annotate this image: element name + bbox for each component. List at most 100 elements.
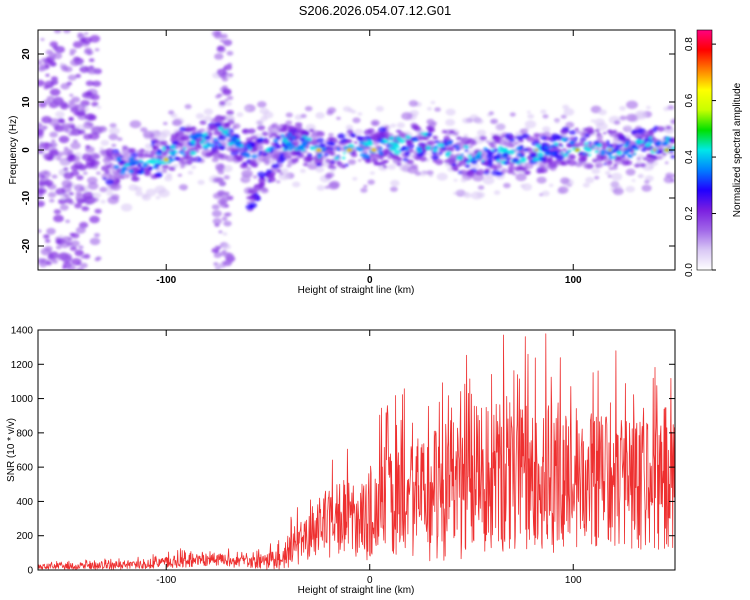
spectrogram-cell [232, 141, 236, 145]
spectrogram-cell [76, 267, 84, 270]
spectrogram-cell [91, 126, 103, 134]
spectrogram-cell [345, 139, 353, 144]
spectrogram-cell [49, 256, 57, 262]
spectrogram-cell [265, 172, 275, 179]
spectrogram-cell [69, 125, 76, 129]
spectrogram-cell [544, 146, 549, 149]
spectrogram-cell [610, 172, 623, 181]
spectrogram-cell [584, 133, 590, 138]
spectrogram-cell [100, 139, 110, 146]
spectrogram-cell [226, 195, 234, 201]
spectrogram-cell [563, 139, 567, 142]
spectrogram-cell [41, 57, 47, 62]
spectrogram-cell [408, 100, 419, 107]
spectrogram-cell [316, 163, 321, 167]
spectrogram-cell [235, 155, 243, 161]
spectrogram-cell [606, 142, 610, 145]
spectrogram-cell [626, 100, 638, 110]
spectrogram-cell [481, 161, 485, 164]
spectrogram-cell [459, 169, 467, 175]
spectrogram-cell [38, 59, 43, 66]
spectrogram-cell [218, 230, 223, 234]
spectrogram-cell [110, 194, 120, 200]
spectrogram-cell [503, 161, 509, 165]
spectrogram-cell [624, 125, 632, 131]
spectrogram-cell [221, 216, 228, 221]
spectrogram-cell [608, 155, 614, 160]
spectrogram-cell [600, 142, 608, 148]
spectrogram-cell [128, 157, 135, 162]
spectrogram-cell [66, 264, 76, 270]
spectrogram-cell [286, 164, 292, 168]
spectrogram-cell [245, 144, 251, 148]
spectrogram-cell [89, 237, 101, 246]
spectrogram-cell [201, 136, 205, 139]
spectrogram-cell [493, 167, 498, 170]
spectrogram-cell [555, 120, 560, 124]
spectrogram-cell [456, 145, 460, 148]
spectrogram-cell [633, 152, 637, 155]
spectrogram-cell [160, 140, 168, 146]
spectrogram-cell [68, 156, 75, 161]
spectrogram-cell [383, 148, 390, 153]
spectrogram-cell [560, 177, 570, 185]
spectrogram-cell [190, 139, 196, 144]
spectrogram-cell [644, 180, 650, 184]
spectrogram-cell [627, 153, 632, 157]
spectrogram-cell [104, 163, 108, 166]
spectrogram-cell [202, 138, 207, 142]
spectrogram-cell [438, 151, 443, 155]
spectrogram-cell [624, 140, 631, 145]
spectrogram-cell [626, 113, 638, 122]
spectrogram-cell [222, 165, 233, 173]
spectrogram-cell [526, 155, 531, 159]
spectrogram-cell [542, 114, 549, 119]
spectrogram-cell [594, 146, 601, 151]
spectrogram-cell [341, 156, 346, 160]
spectrogram-cell [388, 136, 395, 141]
spectrogram-cell [357, 112, 363, 116]
spectrogram-cell [383, 139, 389, 144]
spectrogram-cell [516, 135, 524, 141]
spectrogram-cell [137, 170, 143, 175]
snr-series-line [38, 333, 675, 570]
spectrogram-cell [585, 126, 594, 133]
spectrogram-cell [125, 163, 130, 167]
spectrogram-cell [92, 192, 97, 196]
spectrogram-cell [587, 141, 593, 145]
spectrogram-cell [315, 166, 325, 173]
spectrogram-cell [422, 136, 427, 140]
spectrogram-cell [363, 135, 371, 141]
spectrogram-cell [280, 134, 285, 137]
spectrogram-cell [265, 148, 271, 153]
spectrogram-cell [574, 161, 583, 168]
spectrogram-cell [209, 142, 215, 147]
spectrogram-cell [370, 155, 374, 158]
spectrogram-cell [277, 159, 282, 162]
spectrogram-cell [163, 121, 168, 126]
spectrogram-cell [268, 135, 273, 139]
spectrogram-cell [488, 142, 494, 146]
spectrogram-cell [306, 137, 312, 142]
spectrogram-cell [443, 135, 451, 141]
spectrogram-cell [560, 152, 564, 155]
spectrogram-cell [347, 108, 354, 113]
spectrogram-cell [187, 170, 194, 175]
spectrogram-cell [594, 149, 599, 154]
snr-ticks [38, 329, 675, 571]
spectrogram-cell [354, 128, 364, 135]
spectrogram-cell [94, 233, 100, 238]
spectrogram-cell [168, 110, 175, 115]
spectrogram-cell [668, 138, 673, 142]
spectrogram-cell [640, 134, 647, 138]
spectrogram-cell [352, 117, 361, 124]
spectrogram-cell [469, 114, 479, 121]
spectrogram-cell [279, 127, 287, 133]
spectrogram-cell [190, 157, 198, 163]
spectrogram-cell [84, 113, 96, 121]
spectrogram-cell [96, 171, 101, 175]
spectrogram-cell [574, 127, 579, 131]
spectrogram-cell [165, 145, 171, 149]
snr-xtick-label: -100 [156, 575, 176, 586]
snr-ytick-label: 1000 [11, 394, 34, 405]
